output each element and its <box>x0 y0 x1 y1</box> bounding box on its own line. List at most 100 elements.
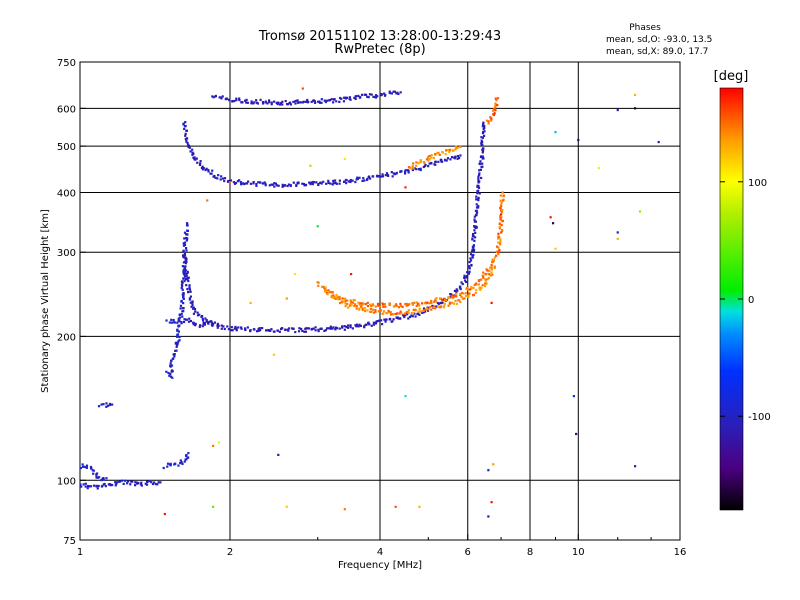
trace-point <box>397 306 400 309</box>
trace-point <box>415 301 418 304</box>
trace-point <box>430 154 433 157</box>
trace-point <box>366 177 369 181</box>
trace-point <box>466 286 469 289</box>
trace-point <box>304 100 308 103</box>
trace-point <box>328 291 331 294</box>
trace-point <box>87 484 90 488</box>
trace-point <box>292 100 295 103</box>
trace-point <box>183 231 187 234</box>
trace-point <box>91 469 94 472</box>
trace-point <box>223 177 227 180</box>
trace-point <box>194 310 197 313</box>
trace-point <box>408 315 412 319</box>
trace-point <box>268 329 272 332</box>
trace-point <box>183 265 186 268</box>
scatter-point <box>309 164 312 167</box>
trace-point <box>478 192 481 195</box>
trace-point <box>131 480 134 483</box>
scatter-point <box>394 505 397 508</box>
trace-point <box>180 283 184 287</box>
trace-point <box>178 335 181 339</box>
trace-point <box>400 312 403 315</box>
trace-point <box>350 300 353 304</box>
trace-point <box>412 162 415 165</box>
scatter-point <box>487 469 490 472</box>
trace-point <box>496 97 500 100</box>
trace-point <box>201 325 204 328</box>
trace-point <box>176 321 179 324</box>
trace-point <box>482 121 485 124</box>
trace-point <box>185 275 188 278</box>
trace-point <box>259 329 262 332</box>
trace-point <box>368 177 372 180</box>
scatter-point <box>490 501 493 504</box>
trace-point <box>364 302 367 306</box>
trace-point <box>338 297 341 301</box>
trace-point <box>88 485 91 488</box>
trace-point <box>250 100 253 103</box>
trace-point <box>448 296 451 299</box>
legend-header: Phases <box>629 23 661 33</box>
trace-point <box>238 97 241 100</box>
trace-point <box>419 167 422 170</box>
trace-point <box>485 119 488 122</box>
trace-point <box>185 274 188 277</box>
trace-point <box>406 313 409 316</box>
trace-point <box>245 101 248 104</box>
scatter-point <box>293 272 297 276</box>
trace-point <box>440 305 443 308</box>
trace-point <box>165 370 168 373</box>
trace-point <box>180 322 183 325</box>
trace-point <box>169 375 173 378</box>
trace-point <box>327 181 330 185</box>
trace-point <box>273 185 276 188</box>
trace-point <box>460 281 463 284</box>
trace-point <box>312 327 315 330</box>
trace-point <box>490 266 493 269</box>
trace-point <box>220 327 223 330</box>
trace-point <box>299 101 302 104</box>
trace-point <box>499 242 502 245</box>
trace-point <box>187 451 190 455</box>
trace-point <box>294 102 297 105</box>
trace-point <box>358 96 361 99</box>
trace-point <box>494 105 497 108</box>
trace-point <box>187 276 190 279</box>
trace-point <box>481 131 485 134</box>
legend-line-o: mean, sd,O: -93.0, 13.5 <box>606 35 712 45</box>
trace-point <box>349 299 352 302</box>
trace-point <box>499 214 502 218</box>
scatter-point <box>212 505 215 508</box>
trace-point <box>352 298 355 302</box>
trace-point <box>185 453 188 457</box>
scatter-point <box>554 247 557 250</box>
trace-point <box>89 485 93 488</box>
trace-point <box>335 327 339 330</box>
trace-point <box>179 307 182 310</box>
trace-point <box>345 325 348 329</box>
trace-point <box>80 466 83 470</box>
trace-point <box>391 313 394 316</box>
trace-point <box>405 304 408 307</box>
trace-point <box>478 172 481 175</box>
trace-point <box>468 288 471 291</box>
trace-point <box>332 326 335 329</box>
trace-point <box>177 317 180 320</box>
trace-point <box>169 362 172 365</box>
trace-point <box>327 327 330 330</box>
trace-point <box>492 258 495 262</box>
trace-point <box>370 304 373 308</box>
trace-point <box>129 483 132 486</box>
trace-point <box>422 160 426 164</box>
trace-point <box>173 462 177 465</box>
trace-point <box>419 159 422 162</box>
trace-point <box>393 173 396 176</box>
trace-point <box>457 156 461 160</box>
trace-point <box>392 90 395 93</box>
trace-point <box>176 344 179 347</box>
trace-point <box>188 298 192 301</box>
trace-point <box>351 327 354 330</box>
trace-point <box>184 121 187 124</box>
trace-point <box>361 179 364 183</box>
trace-point <box>453 289 457 292</box>
